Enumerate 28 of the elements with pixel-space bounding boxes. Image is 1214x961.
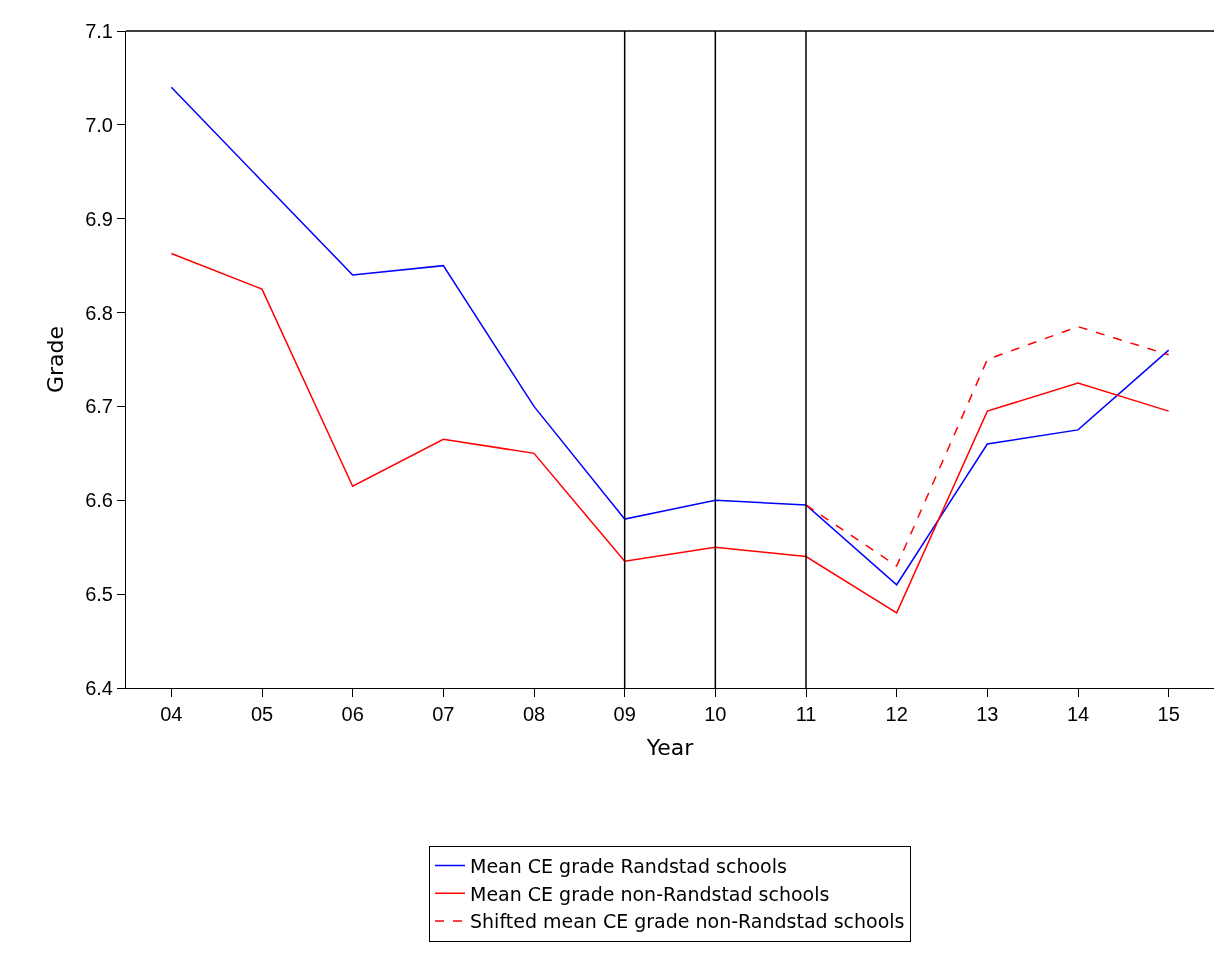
x-axis-title: Year bbox=[645, 734, 695, 760]
y-tick-label: 6.6 bbox=[85, 489, 113, 512]
line-series bbox=[805, 325, 1170, 567]
line-series bbox=[170, 252, 1170, 614]
y-tick-label: 6.8 bbox=[85, 301, 113, 324]
legend-label: Mean CE grade non-Randstad schools bbox=[470, 882, 830, 905]
x-tick-label: 06 bbox=[341, 703, 364, 725]
x-tick-label: 10 bbox=[704, 703, 727, 725]
x-tick-label: 12 bbox=[885, 703, 908, 725]
y-tick-label: 6.9 bbox=[85, 207, 113, 230]
y-tick-label: 6.5 bbox=[85, 583, 113, 606]
legend-label: Shifted mean CE grade non-Randstad schools bbox=[470, 910, 905, 933]
y-tick-label: 6.4 bbox=[85, 677, 113, 699]
y-tick-label: 7.1 bbox=[85, 20, 113, 42]
x-tick-label: 14 bbox=[1066, 703, 1090, 725]
line-series bbox=[170, 86, 1170, 586]
y-tick-label: 7.0 bbox=[85, 113, 113, 136]
x-tick-label: 08 bbox=[522, 703, 546, 725]
x-tick-label: 04 bbox=[160, 703, 183, 725]
x-tick-label: 05 bbox=[250, 703, 274, 725]
x-tick-label: 15 bbox=[1157, 703, 1180, 725]
x-tick-label: 07 bbox=[432, 703, 455, 725]
x-tick-label: 09 bbox=[613, 703, 636, 725]
y-tick-label: 6.7 bbox=[85, 395, 113, 418]
legend-label: Mean CE grade Randstad schools bbox=[470, 854, 787, 877]
y-axis-title: Grade bbox=[42, 325, 68, 394]
x-tick-label: 11 bbox=[795, 703, 817, 725]
x-tick-label: 13 bbox=[976, 703, 999, 725]
